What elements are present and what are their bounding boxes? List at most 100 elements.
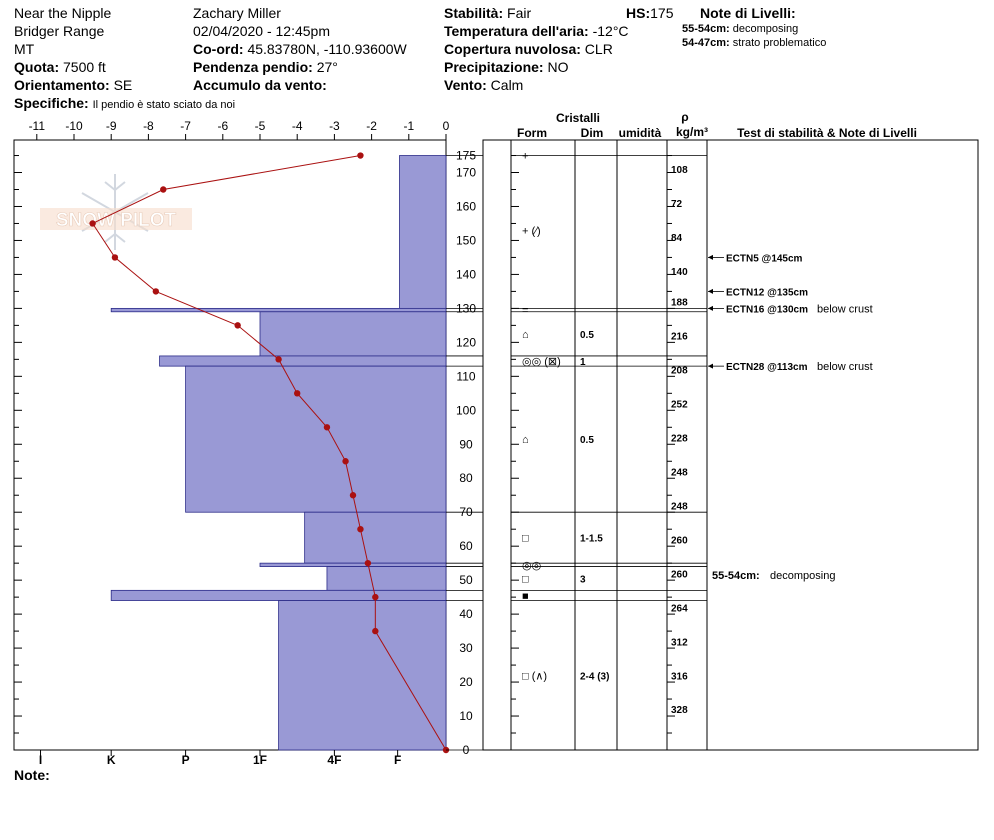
observation-datetime: 02/04/2020 - 12:45pm <box>193 23 330 39</box>
crystal-rows: ++ (⁄)=⌂ 0.5◎◎ (⊠) 1⌂ 0.5□ 1-1.5◎◎□ 3■□ (∧) 2-… <box>522 151 609 683</box>
hardness-tick-label: F <box>394 753 401 767</box>
layer-note-chart-text: decomposing <box>770 570 835 582</box>
density-value: 252 <box>671 400 688 411</box>
temperature-tick-label: 0 <box>443 119 450 133</box>
hardness-bar <box>159 355 447 367</box>
height-tick-label: 140 <box>456 267 476 281</box>
temperature-point <box>275 356 282 363</box>
temperature-tick-label: -10 <box>65 119 83 133</box>
height-tick-label: 20 <box>459 675 473 689</box>
test-note: below crust <box>817 303 873 315</box>
density-value: 312 <box>671 637 688 648</box>
temperature-point <box>357 525 364 533</box>
temperature-tick-label: -8 <box>143 119 154 133</box>
temperature-point <box>160 186 167 193</box>
layer-note: 55-54cm: decomposing <box>682 22 798 36</box>
test-label: ECTN12 @135cm <box>726 287 808 298</box>
crystal-form: + <box>522 151 528 163</box>
humidity-header: umidità <box>619 126 662 140</box>
slope-label: Pendenza pendio: <box>193 59 313 75</box>
test-arrow-head <box>708 363 713 369</box>
crystal-size: 1-1.5 <box>580 534 603 545</box>
wind: Vento: Calm <box>444 76 523 94</box>
crystals-header: Cristalli <box>556 111 600 125</box>
coordinates-label: Co-ord: <box>193 41 244 57</box>
temperature-tick-label: -3 <box>329 119 340 133</box>
slope-value: 27° <box>316 59 338 75</box>
temperature-point <box>89 220 96 227</box>
density-value: 328 <box>671 705 688 716</box>
temperature-tick-label: -1 <box>403 119 414 133</box>
crystal-form: ■ <box>522 590 529 602</box>
cloud-label: Copertura nuvolosa: <box>444 41 581 57</box>
air-temp-label: Temperatura dell'aria: <box>444 23 589 39</box>
test-label: ECTN28 @113cm <box>726 362 808 373</box>
crystal-form: □ (∧) <box>522 670 547 682</box>
coordinates-value: 45.83780N, -110.93600W <box>247 41 407 57</box>
temperature-point <box>323 424 331 431</box>
observer-name: Zachary Miller <box>193 5 281 21</box>
hardness-bar <box>259 562 447 567</box>
form-header: Form <box>517 126 547 140</box>
hardness-tick-label: K <box>107 753 116 767</box>
temperature-point <box>234 322 241 329</box>
layer-notes-title: Note di Livelli: <box>700 5 796 21</box>
hardness-bar <box>185 365 447 513</box>
density-rho-header: ρ <box>681 110 688 124</box>
height-tick-label: 110 <box>456 369 475 383</box>
air-temp-value: -12°C <box>592 23 629 39</box>
height-tick-label: 80 <box>459 471 473 485</box>
hardness-tick-label: 4F <box>327 753 341 767</box>
elevation: Quota: 7500 ft <box>14 58 106 76</box>
crystal-form: + (⁄) <box>522 225 541 237</box>
aspect-value: SE <box>113 77 133 93</box>
layer-note-text: strato problematico <box>732 37 827 49</box>
state-name: MT <box>14 41 35 57</box>
temperature-point <box>364 559 372 567</box>
snowpilot-watermark-logo: SNOW PILOT <box>40 174 192 250</box>
range-name: Bridger Range <box>14 23 105 39</box>
height-tick-label: 40 <box>459 607 473 621</box>
temperature-point <box>152 288 160 295</box>
wind-loading-label: Accumulo da vento: <box>193 77 327 93</box>
slope-angle: Pendenza pendio: 27° <box>193 58 338 76</box>
crystal-size: 0.5 <box>580 435 594 446</box>
hardness-tick-label: P <box>182 753 190 767</box>
hardness-bar <box>259 311 447 357</box>
temperature-point <box>372 593 379 601</box>
density-value: 248 <box>671 467 688 478</box>
density-value: 260 <box>671 569 688 580</box>
hs-value: 175 <box>650 5 674 21</box>
height-tick-label: 150 <box>456 233 476 247</box>
hardness-tick-label: 1F <box>253 753 267 767</box>
cloud-cover: Copertura nuvolosa: CLR <box>444 40 613 58</box>
density-value: 84 <box>671 233 683 244</box>
test-arrow-head <box>708 288 713 294</box>
specifics-value: Il pendio è stato sciato da noi <box>92 99 236 111</box>
height-tick-label: 100 <box>456 403 476 417</box>
temperature-point <box>357 152 364 159</box>
temperature-point <box>342 458 349 465</box>
crystal-form: □ <box>522 573 529 585</box>
layer-note-label: 54-47cm: <box>682 37 730 49</box>
crystal-form: ⌂ <box>522 329 529 341</box>
height-tick-label: 160 <box>456 199 476 213</box>
density-unit-header: kg/m³ <box>676 125 708 139</box>
crystal-form: = <box>522 305 528 317</box>
density-value: 140 <box>671 267 688 278</box>
test-label: ECTN16 @130cm <box>726 304 808 315</box>
wind-value: Calm <box>490 77 524 93</box>
density-value: 228 <box>671 433 688 444</box>
height-tick-label: 90 <box>459 437 473 451</box>
crystal-size: 2-4 (3) <box>580 671 609 682</box>
tests-header: Test di stabilità & Note di Livelli <box>737 126 917 140</box>
snow-height: HS:175 <box>626 4 673 22</box>
stability-value: Fair <box>507 5 532 21</box>
temperature-tick-label: -5 <box>255 119 266 133</box>
wind-loading: Accumulo da vento: <box>193 76 327 94</box>
stability-tests: ECTN5 @145cm ECTN12 @135cm ECTN16 @130cm be… <box>708 253 873 582</box>
hardness-bar <box>399 155 447 309</box>
aspect-label: Orientamento: <box>14 77 110 93</box>
crystal-size: 1 <box>580 357 586 368</box>
layer-note-label: 55-54cm: <box>682 23 730 35</box>
